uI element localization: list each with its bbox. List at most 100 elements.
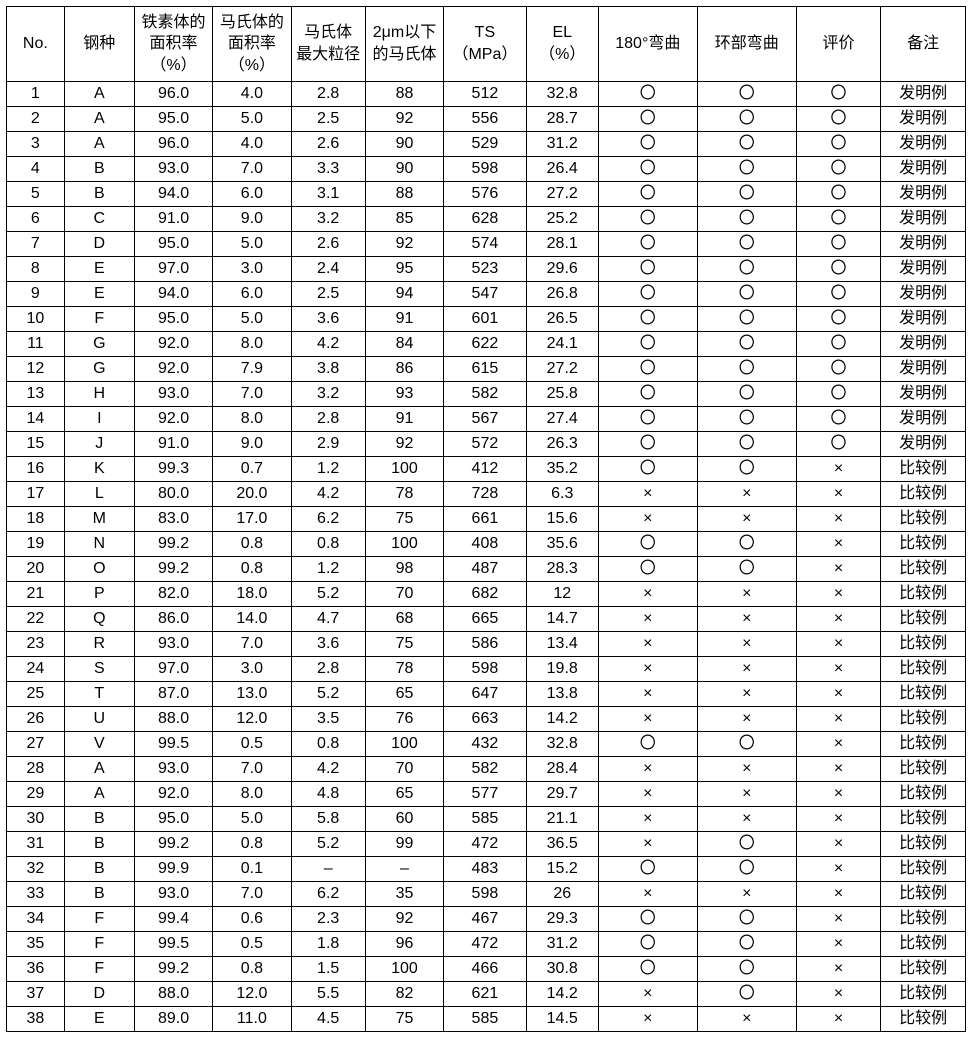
cell-eval: 〇: [796, 82, 881, 107]
cell-el: 30.8: [526, 957, 598, 982]
cell-ring: 〇: [697, 557, 796, 582]
cell-eval: 〇: [796, 182, 881, 207]
cell-remark: 比较例: [881, 782, 966, 807]
cell-sub2: 91: [365, 407, 443, 432]
cell-el: 13.4: [526, 632, 598, 657]
cell-ring: ×: [697, 607, 796, 632]
cell-maxgrain: 0.8: [291, 532, 365, 557]
cell-eval: 〇: [796, 157, 881, 182]
cell-ring: 〇: [697, 357, 796, 382]
cell-el: 32.8: [526, 82, 598, 107]
cell-bend180: 〇: [598, 332, 697, 357]
cell-no: 26: [7, 707, 65, 732]
cell-mart: 7.9: [213, 357, 291, 382]
cell-no: 36: [7, 957, 65, 982]
cell-ring: 〇: [697, 907, 796, 932]
table-row: 26U88.012.03.57666314.2×××比较例: [7, 707, 966, 732]
cell-el: 31.2: [526, 132, 598, 157]
cell-eval: ×: [796, 482, 881, 507]
cell-remark: 发明例: [881, 207, 966, 232]
cell-mart: 0.1: [213, 857, 291, 882]
cell-mart: 7.0: [213, 632, 291, 657]
cell-el: 36.5: [526, 832, 598, 857]
cell-no: 37: [7, 982, 65, 1007]
cell-no: 3: [7, 132, 65, 157]
cell-maxgrain: 1.5: [291, 957, 365, 982]
cell-ferrite: 96.0: [134, 82, 212, 107]
cell-ferrite: 93.0: [134, 382, 212, 407]
cell-eval: ×: [796, 632, 881, 657]
cell-steel: F: [64, 907, 134, 932]
cell-steel: B: [64, 157, 134, 182]
cell-maxgrain: 4.2: [291, 757, 365, 782]
cell-no: 34: [7, 907, 65, 932]
cell-ts: 472: [444, 932, 526, 957]
cell-el: 14.2: [526, 982, 598, 1007]
cell-ts: 615: [444, 357, 526, 382]
cell-eval: 〇: [796, 332, 881, 357]
cell-remark: 发明例: [881, 407, 966, 432]
cell-remark: 比较例: [881, 1007, 966, 1032]
cell-ferrite: 91.0: [134, 432, 212, 457]
cell-ferrite: 94.0: [134, 282, 212, 307]
cell-ts: 598: [444, 882, 526, 907]
cell-remark: 比较例: [881, 582, 966, 607]
col-header-bend180: 180°弯曲: [598, 7, 697, 82]
cell-sub2: 78: [365, 482, 443, 507]
cell-el: 6.3: [526, 482, 598, 507]
cell-mart: 0.8: [213, 832, 291, 857]
cell-steel: U: [64, 707, 134, 732]
cell-no: 4: [7, 157, 65, 182]
cell-maxgrain: 2.8: [291, 82, 365, 107]
cell-sub2: 92: [365, 232, 443, 257]
cell-ferrite: 94.0: [134, 182, 212, 207]
table-row: 32B99.90.1––48315.2〇〇×比较例: [7, 857, 966, 882]
table-row: 38E89.011.04.57558514.5×××比较例: [7, 1007, 966, 1032]
cell-ring: ×: [697, 582, 796, 607]
cell-no: 18: [7, 507, 65, 532]
cell-bend180: 〇: [598, 557, 697, 582]
cell-mart: 6.0: [213, 282, 291, 307]
cell-ring: ×: [697, 782, 796, 807]
cell-el: 28.1: [526, 232, 598, 257]
cell-mart: 0.5: [213, 932, 291, 957]
cell-no: 6: [7, 207, 65, 232]
cell-maxgrain: 3.8: [291, 357, 365, 382]
cell-mart: 9.0: [213, 207, 291, 232]
cell-ring: 〇: [697, 307, 796, 332]
cell-mart: 7.0: [213, 757, 291, 782]
cell-sub2: 86: [365, 357, 443, 382]
cell-remark: 比较例: [881, 832, 966, 857]
cell-maxgrain: 4.2: [291, 482, 365, 507]
cell-maxgrain: 1.2: [291, 557, 365, 582]
cell-ts: 412: [444, 457, 526, 482]
cell-no: 7: [7, 232, 65, 257]
cell-remark: 比较例: [881, 482, 966, 507]
cell-el: 27.2: [526, 182, 598, 207]
cell-maxgrain: 3.2: [291, 207, 365, 232]
cell-bend180: ×: [598, 657, 697, 682]
cell-ring: 〇: [697, 832, 796, 857]
cell-steel: D: [64, 232, 134, 257]
cell-ts: 567: [444, 407, 526, 432]
cell-ring: ×: [697, 632, 796, 657]
cell-mart: 13.0: [213, 682, 291, 707]
cell-steel: B: [64, 857, 134, 882]
table-row: 12G92.07.93.88661527.2〇〇〇发明例: [7, 357, 966, 382]
cell-steel: F: [64, 957, 134, 982]
cell-ts: 512: [444, 82, 526, 107]
cell-bend180: 〇: [598, 132, 697, 157]
cell-remark: 比较例: [881, 732, 966, 757]
table-row: 36F99.20.81.510046630.8〇〇×比较例: [7, 957, 966, 982]
cell-bend180: 〇: [598, 732, 697, 757]
cell-ring: 〇: [697, 857, 796, 882]
cell-no: 27: [7, 732, 65, 757]
cell-ferrite: 97.0: [134, 657, 212, 682]
cell-ferrite: 92.0: [134, 782, 212, 807]
cell-mart: 8.0: [213, 332, 291, 357]
cell-remark: 比较例: [881, 532, 966, 557]
cell-ferrite: 95.0: [134, 307, 212, 332]
cell-ferrite: 87.0: [134, 682, 212, 707]
cell-eval: ×: [796, 582, 881, 607]
table-row: 31B99.20.85.29947236.5×〇×比较例: [7, 832, 966, 857]
